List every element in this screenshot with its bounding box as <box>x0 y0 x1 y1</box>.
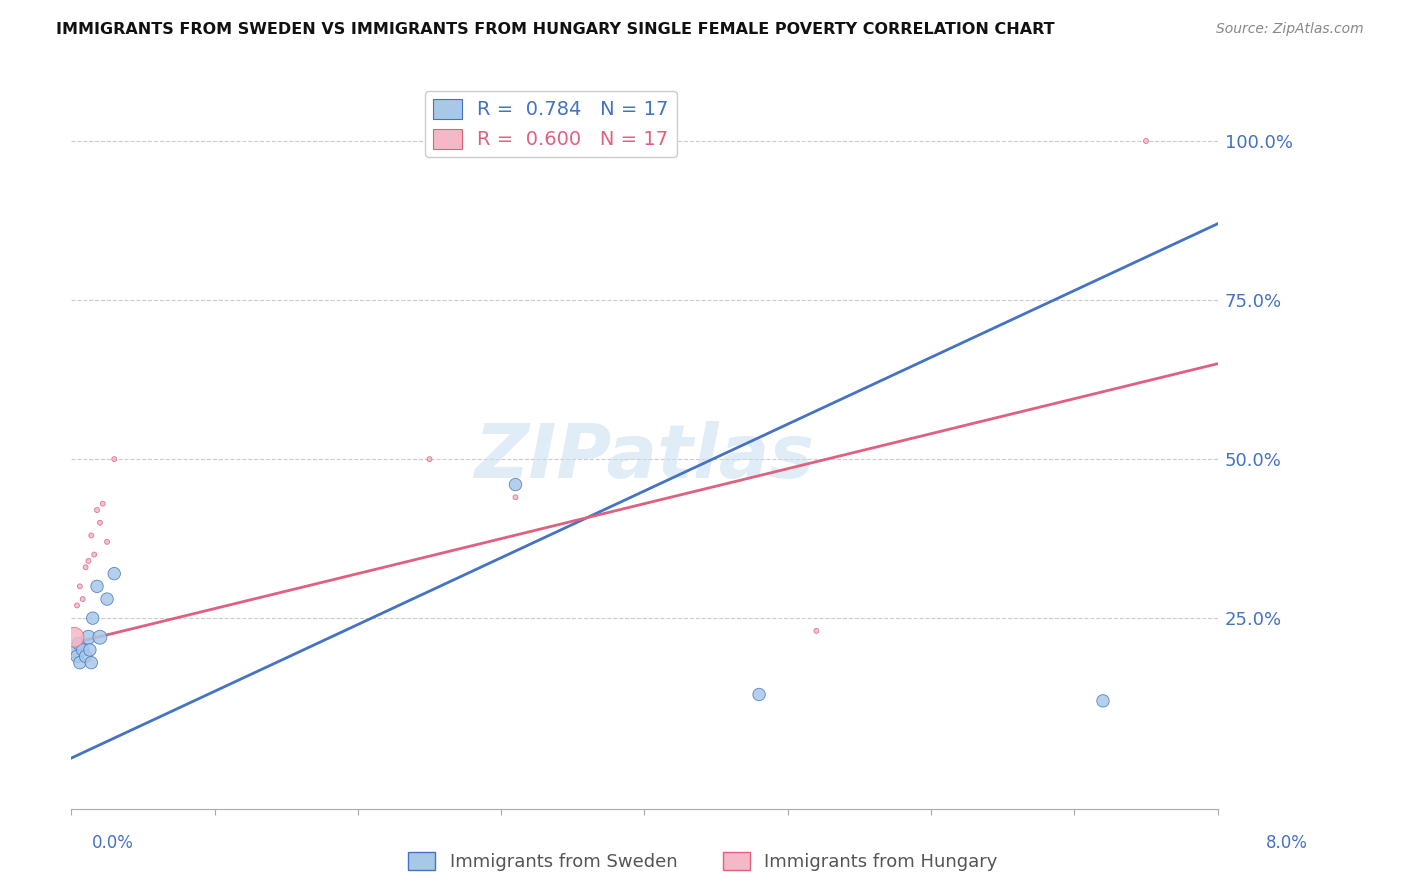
Point <box>96 534 118 549</box>
Point <box>806 624 828 638</box>
Point <box>66 599 89 613</box>
Text: ZIPatlas: ZIPatlas <box>474 421 814 494</box>
Point <box>748 688 770 702</box>
Legend: R =  0.784   N = 17, R =  0.600   N = 17: R = 0.784 N = 17, R = 0.600 N = 17 <box>425 91 676 157</box>
Point <box>1135 134 1157 148</box>
Point <box>66 649 89 664</box>
Point <box>103 452 125 467</box>
Point <box>505 491 527 505</box>
Point <box>86 503 108 517</box>
Point <box>83 548 105 562</box>
Legend: Immigrants from Sweden, Immigrants from Hungary: Immigrants from Sweden, Immigrants from … <box>401 845 1005 879</box>
Point <box>75 649 97 664</box>
Point <box>80 528 103 542</box>
Point <box>67 637 90 651</box>
Text: IMMIGRANTS FROM SWEDEN VS IMMIGRANTS FROM HUNGARY SINGLE FEMALE POVERTY CORRELAT: IMMIGRANTS FROM SWEDEN VS IMMIGRANTS FRO… <box>56 22 1054 37</box>
Point <box>63 630 86 644</box>
Point <box>77 630 100 644</box>
Point <box>86 579 108 593</box>
Point <box>418 452 440 467</box>
Point <box>96 592 118 607</box>
Point <box>91 497 114 511</box>
Point <box>80 656 103 670</box>
Point <box>1091 694 1114 708</box>
Point <box>103 566 125 581</box>
Text: Source: ZipAtlas.com: Source: ZipAtlas.com <box>1216 22 1364 37</box>
Point <box>69 579 91 593</box>
Point <box>505 477 527 491</box>
Point <box>89 630 111 644</box>
Point <box>82 611 104 625</box>
Text: 8.0%: 8.0% <box>1265 834 1308 852</box>
Point <box>75 560 97 574</box>
Text: 0.0%: 0.0% <box>91 834 134 852</box>
Point <box>69 656 91 670</box>
Point <box>89 516 111 530</box>
Point <box>77 554 100 568</box>
Point <box>63 643 86 657</box>
Point <box>79 643 101 657</box>
Point <box>72 643 94 657</box>
Point <box>72 592 94 607</box>
